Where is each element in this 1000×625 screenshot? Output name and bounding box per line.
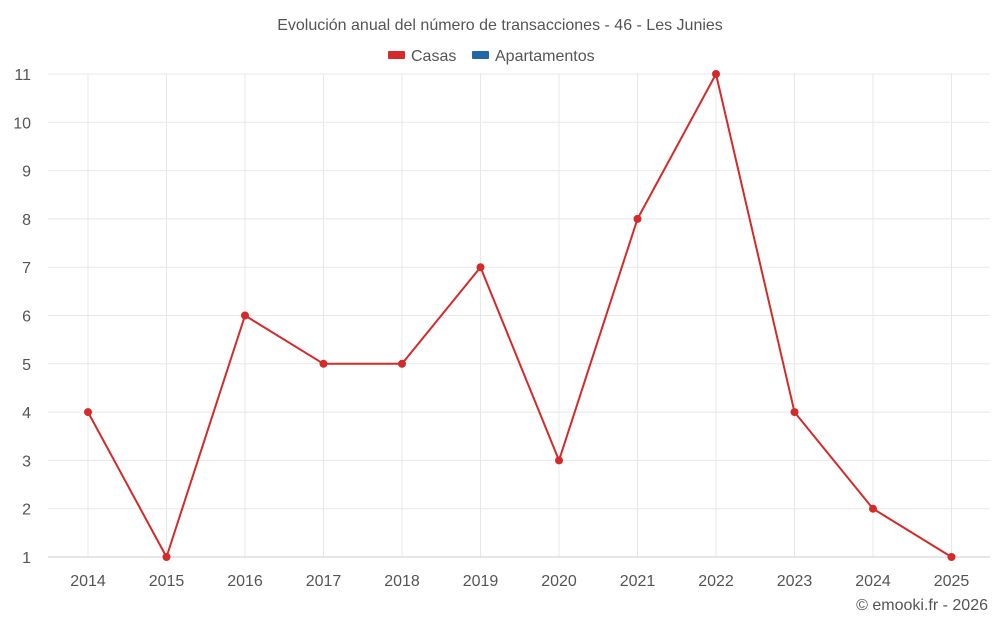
y-tick-label: 10 xyxy=(13,115,31,132)
x-tick-label: 2018 xyxy=(384,573,420,590)
data-point[interactable] xyxy=(398,359,406,368)
data-point[interactable] xyxy=(476,263,485,272)
credit-text: © emooki.fr - 2026 xyxy=(856,597,988,614)
data-point[interactable] xyxy=(633,214,642,223)
legend-label-apartamentos: Apartamentos xyxy=(495,48,595,65)
x-tick-label: 2025 xyxy=(934,573,970,590)
data-point[interactable] xyxy=(947,553,956,561)
y-tick-label: 7 xyxy=(22,260,31,277)
y-tick-label: 9 xyxy=(22,164,31,181)
x-axis-ticks: 2014 2015 2016 2017 2018 2019 2020 2021 2022 2023… xyxy=(70,573,969,590)
legend: Casas Apartamentos xyxy=(388,48,595,65)
y-tick-label: 4 xyxy=(22,405,31,422)
data-point[interactable] xyxy=(162,553,171,561)
y-tick-label: 3 xyxy=(22,453,31,470)
x-tick-label: 2016 xyxy=(227,573,263,590)
data-point[interactable] xyxy=(712,70,720,78)
legend-label-casas: Casas xyxy=(411,48,456,65)
data-point[interactable] xyxy=(84,408,92,417)
series-line xyxy=(87,73,953,558)
y-tick-label: 8 xyxy=(22,212,31,229)
data-point[interactable] xyxy=(790,408,799,417)
y-axis-ticks: 1 2 3 4 5 6 7 8 9 10 11 xyxy=(13,67,31,567)
x-tick-label: 2017 xyxy=(306,573,342,590)
series-casas xyxy=(84,70,956,561)
data-point[interactable] xyxy=(555,456,563,465)
data-point[interactable] xyxy=(241,311,249,320)
data-point[interactable] xyxy=(869,504,877,513)
legend-item-casas[interactable]: Casas xyxy=(388,48,456,65)
data-point[interactable] xyxy=(319,359,328,368)
y-tick-label: 5 xyxy=(22,357,31,374)
x-tick-label: 2021 xyxy=(620,573,656,590)
chart-title: Evolución anual del número de transaccio… xyxy=(277,17,723,34)
x-tick-label: 2020 xyxy=(541,573,577,590)
legend-item-apartamentos[interactable]: Apartamentos xyxy=(472,48,595,65)
y-tick-label: 1 xyxy=(22,550,31,567)
y-tick-label: 6 xyxy=(22,309,31,326)
x-tick-label: 2014 xyxy=(70,573,106,590)
x-tick-label: 2023 xyxy=(777,573,813,590)
x-tick-label: 2015 xyxy=(149,573,185,590)
x-tick-label: 2022 xyxy=(698,573,734,590)
legend-swatch-apartamentos xyxy=(472,51,489,59)
legend-swatch-casas xyxy=(388,51,405,59)
x-tick-label: 2019 xyxy=(463,573,499,590)
x-tick-label: 2024 xyxy=(855,573,891,590)
y-tick-label: 2 xyxy=(22,502,31,519)
y-tick-label: 11 xyxy=(14,67,31,84)
